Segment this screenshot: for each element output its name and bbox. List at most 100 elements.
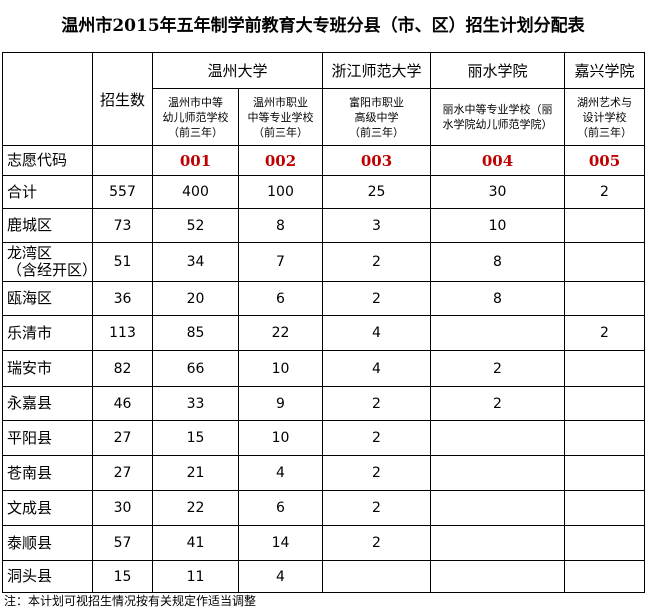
table-row: 招生数 温州大学 浙江师范大学 丽水学院 嘉兴学院 — [2, 52, 646, 146]
table-cell: 2 — [564, 315, 646, 351]
table-row: 瓯海区 36 20 6 2 8 — [2, 281, 646, 316]
table-cell: 浙江师范大学 — [322, 52, 432, 89]
table-cell: 永嘉县 — [2, 386, 93, 421]
table-cell: 15 — [152, 420, 239, 456]
table-cell — [430, 490, 566, 526]
table-cell — [430, 315, 566, 351]
table-cell: 15 — [92, 560, 153, 593]
table-cell: 文成县 — [2, 490, 93, 526]
table-cell: 33 — [152, 386, 239, 421]
table-cell: 25 — [322, 175, 432, 209]
table-cell — [564, 350, 646, 387]
table-cell: 27 — [92, 455, 153, 491]
table-cell: 富阳市职业 高级中学 （前三年） — [322, 88, 432, 146]
table-cell: 苍南县 — [2, 455, 93, 491]
table-cell — [564, 208, 646, 243]
table-cell — [564, 281, 646, 316]
table-cell: 66 — [152, 350, 239, 387]
table-cell: 2 — [322, 455, 432, 491]
table-cell: 6 — [237, 490, 324, 526]
table-cell: 2 — [322, 281, 432, 316]
table-cell: 001 — [152, 145, 239, 176]
table-cell: 4 — [237, 455, 324, 491]
table-cell: 557 — [92, 175, 153, 209]
table-cell: 30 — [92, 490, 153, 526]
table-cell: 27 — [92, 420, 153, 456]
table-cell: 400 — [152, 175, 239, 209]
table-cell: 志愿代码 — [2, 145, 93, 176]
table-row: 乐清市 113 85 22 4 2 — [2, 315, 646, 351]
table-cell: 10 — [430, 208, 566, 243]
table-row: 永嘉县 46 33 9 2 2 — [2, 386, 646, 421]
table-cell: 瓯海区 — [2, 281, 93, 316]
table-cell: 85 — [152, 315, 239, 351]
table-cell: 82 — [92, 350, 153, 387]
table-row: 鹿城区 73 52 8 3 10 — [2, 208, 646, 243]
table-cell: 丽水学院 — [430, 52, 566, 89]
table-cell: 瑞安市 — [2, 350, 93, 387]
table-cell — [92, 145, 153, 176]
table-cell: 合计 — [2, 175, 93, 209]
table-cell: 鹿城区 — [2, 208, 93, 243]
table-cell: 湖州艺术与 设计学校 （前三年） — [564, 88, 646, 146]
table-cell: 005 — [564, 145, 646, 176]
table-cell: 7 — [237, 242, 324, 282]
table-cell: 2 — [430, 350, 566, 387]
table-cell: 温州市中等 幼儿师范学校 （前三年） — [152, 88, 239, 146]
table-row: 文成县 30 22 6 2 — [2, 490, 646, 526]
table-cell: 004 — [430, 145, 566, 176]
table-cell: 嘉兴学院 — [564, 52, 646, 89]
table-cell: 8 — [237, 208, 324, 243]
table-cell: 泰顺县 — [2, 525, 93, 561]
table-cell: 8 — [430, 242, 566, 282]
table-cell: 46 — [92, 386, 153, 421]
table-cell — [430, 420, 566, 456]
table-cell: 乐清市 — [2, 315, 93, 351]
table-cell: 4 — [237, 560, 324, 593]
table-row: 苍南县 27 21 4 2 — [2, 455, 646, 491]
title: 温州市2015年五年制学前教育大专班分县（市、区）招生计划分配表 — [61, 16, 585, 36]
table-cell: 温州大学 — [151, 52, 324, 89]
table-cell: 丽水中等专业学校（丽 水学院幼儿师范学院） — [430, 88, 566, 146]
table-cell: 2 — [322, 386, 432, 421]
table-cell: 洞头县 — [2, 560, 93, 593]
table-row: 龙湾区 （含经开区） 51 34 7 2 8 — [2, 242, 646, 282]
table-cell — [564, 242, 646, 282]
table-cell: 21 — [152, 455, 239, 491]
table-row: 洞头县 15 11 4 — [2, 560, 646, 593]
table-cell — [564, 420, 646, 456]
table-row: 泰顺县 57 41 14 2 — [2, 525, 646, 561]
table-cell: 20 — [152, 281, 239, 316]
table-cell: 11 — [152, 560, 239, 593]
table-cell: 2 — [430, 386, 566, 421]
table-cell: 4 — [322, 350, 432, 387]
table-row: 瑞安市 82 66 10 4 2 — [2, 350, 646, 387]
table-cell: 30 — [430, 175, 566, 209]
table-cell: 57 — [92, 525, 153, 561]
table-cell: 22 — [237, 315, 324, 351]
table-cell: 14 — [237, 525, 324, 561]
plan-table: 招生数 温州大学 浙江师范大学 丽水学院 嘉兴学院 温州市中等 幼儿师范学校 （前三年）温… — [2, 52, 646, 593]
table-cell: 龙湾区 （含经开区） — [2, 242, 97, 282]
table-cell: 10 — [237, 420, 324, 456]
table-cell: 73 — [92, 208, 153, 243]
table-cell — [430, 560, 566, 593]
table-cell — [564, 386, 646, 421]
table-row: 合计 557 400 100 25 30 2 — [2, 175, 646, 209]
table-cell: 10 — [237, 350, 324, 387]
table-cell: 34 — [152, 242, 239, 282]
table-row: 温州市中等 幼儿师范学校 （前三年） 温州市职业 中等专业学校 （前三年） 富阳市职… — [3, 88, 646, 146]
table-cell — [564, 525, 646, 561]
table-cell: 2 — [322, 490, 432, 526]
table-cell: 招生数 — [92, 52, 153, 146]
table-cell: 002 — [237, 145, 324, 176]
table-cell — [2, 52, 93, 146]
table-cell: 22 — [152, 490, 239, 526]
note: 注：本计划可视招生情况按有关规定作适当调整 — [4, 594, 257, 608]
table-cell: 36 — [92, 281, 153, 316]
table-cell — [564, 560, 646, 593]
table-cell: 003 — [322, 145, 432, 176]
table-cell: 2 — [564, 175, 646, 209]
table-cell — [430, 525, 566, 561]
